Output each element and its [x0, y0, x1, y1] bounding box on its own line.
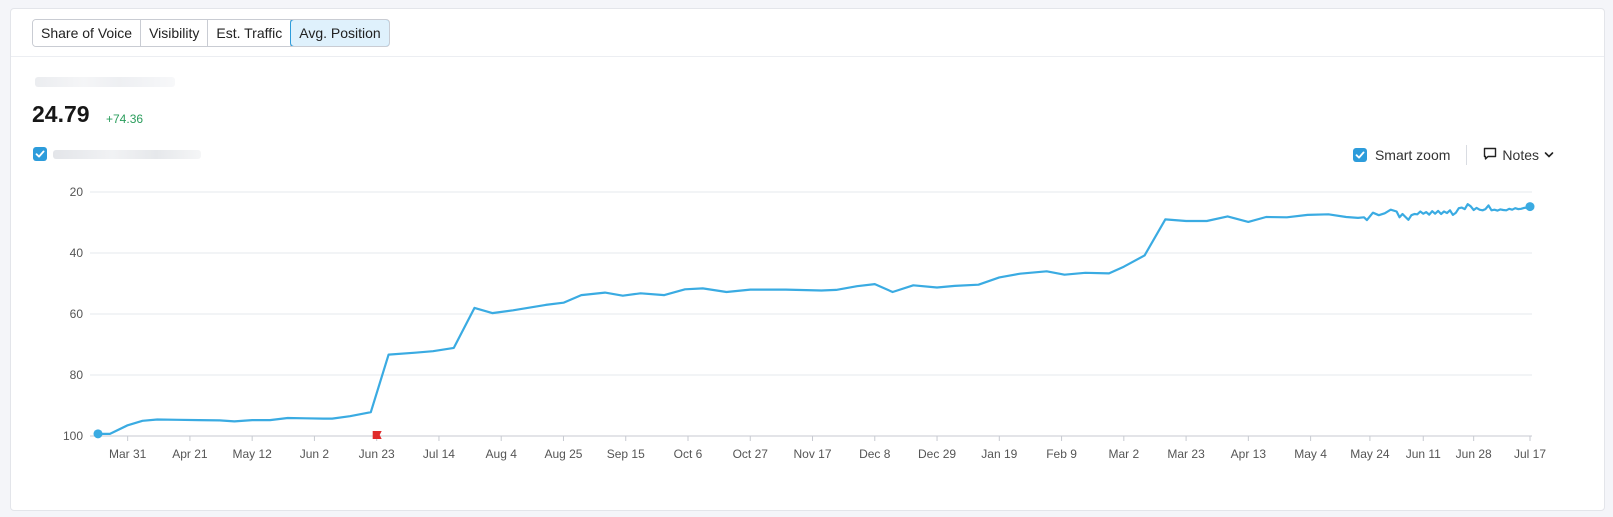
chart-card: Share of Voice Visibility Est. Traffic A… — [10, 8, 1605, 511]
series-layer — [93, 202, 1535, 439]
x-tick-label: Jul 17 — [1514, 447, 1546, 461]
tab-est-traffic[interactable]: Est. Traffic — [208, 20, 292, 46]
x-tick-label: Mar 31 — [109, 447, 147, 461]
x-tick-label: Mar 23 — [1167, 447, 1205, 461]
header-divider — [11, 56, 1604, 57]
metric-value: 24.79 — [32, 101, 90, 127]
x-tick-label: Apr 21 — [172, 447, 208, 461]
x-tick-label: Dec 8 — [859, 447, 891, 461]
x-tick-label: May 24 — [1350, 447, 1390, 461]
notes-label: Notes — [1502, 147, 1539, 163]
note-markers[interactable] — [372, 431, 382, 439]
x-tick-label: May 12 — [232, 447, 272, 461]
y-tick-label: 60 — [70, 307, 84, 321]
series-end-point[interactable] — [1525, 202, 1535, 212]
x-tick-label: Jun 2 — [300, 447, 330, 461]
metric-tabs: Share of Voice Visibility Est. Traffic A… — [32, 19, 390, 47]
obscured-series-label — [53, 149, 201, 159]
series-line[interactable] — [96, 203, 1532, 435]
x-tick-label: Apr 13 — [1231, 447, 1267, 461]
notes-dropdown[interactable]: Notes — [1483, 147, 1554, 164]
smart-zoom-label: Smart zoom — [1374, 147, 1451, 163]
y-tick-label: 100 — [63, 429, 83, 443]
metric-delta: +74.36 — [106, 112, 144, 126]
smart-zoom-checkbox-icon[interactable] — [1352, 148, 1367, 162]
x-tick-label: Aug 25 — [544, 447, 582, 461]
y-tick-label: 20 — [70, 185, 84, 199]
y-tick-label: 80 — [70, 368, 84, 382]
x-tick-label: Jan 19 — [981, 447, 1017, 461]
x-tick-label: Aug 4 — [486, 447, 518, 461]
chart-controls: Smart zoom Notes — [1352, 145, 1554, 165]
note-flag-icon[interactable] — [372, 431, 382, 439]
x-tick-label: Feb 9 — [1046, 447, 1077, 461]
x-tick-label: Jun 23 — [359, 447, 395, 461]
x-tick-label: Jul 14 — [423, 447, 455, 461]
controls-divider — [1466, 145, 1468, 165]
obscured-domain-label — [35, 77, 175, 87]
x-tick-label: May 4 — [1294, 447, 1327, 461]
note-icon — [1483, 147, 1497, 164]
series-checkbox-icon[interactable] — [33, 147, 47, 161]
x-tick-label: Jun 28 — [1456, 447, 1492, 461]
tab-share-of-voice[interactable]: Share of Voice — [33, 20, 142, 46]
smart-zoom-toggle[interactable]: Smart zoom — [1352, 147, 1451, 163]
tab-avg-position[interactable]: Avg. Position — [290, 20, 389, 46]
x-tick-label: Oct 27 — [733, 447, 769, 461]
x-tick-label: Nov 17 — [794, 447, 832, 461]
chevron-down-icon — [1544, 147, 1554, 163]
grid-lines — [90, 191, 1532, 437]
x-tick-label: Sep 15 — [607, 447, 645, 461]
x-axis-ticks: Mar 31 Apr 21 May 12 Jun 2 Jun 23 Jul 14 Aug 4… — [109, 436, 1546, 461]
y-tick-label: 40 — [70, 246, 84, 260]
tab-visibility[interactable]: Visibility — [141, 20, 209, 46]
x-tick-label: Oct 6 — [674, 447, 703, 461]
x-tick-label: Dec 29 — [918, 447, 956, 461]
x-tick-label: Mar 2 — [1108, 447, 1139, 461]
x-tick-label: Jun 11 — [1406, 447, 1441, 461]
series-legend[interactable] — [33, 147, 201, 161]
series-start-point[interactable] — [93, 429, 103, 439]
y-axis-ticks: 20 40 60 80 100 — [63, 185, 83, 443]
